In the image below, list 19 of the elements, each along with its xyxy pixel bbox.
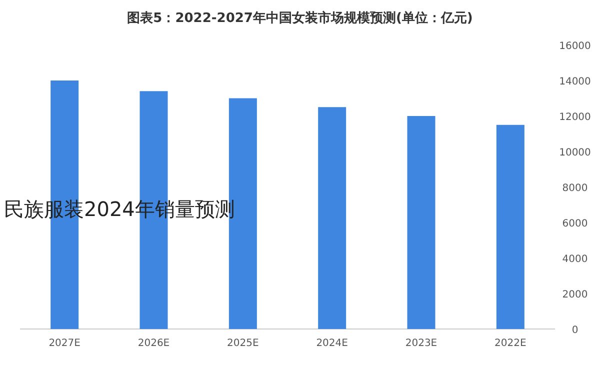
y-tick-label: 6000 [562, 218, 588, 230]
y-tick-label: 2000 [562, 290, 588, 300]
bar [318, 107, 346, 329]
bar [496, 124, 524, 329]
x-tick-label: 2023E [405, 338, 438, 349]
x-tick-label: 2026E [138, 338, 170, 349]
y-tick-label: 16000 [559, 41, 591, 52]
x-tick-label: 2025E [227, 338, 259, 349]
y-tick-label: 14000 [559, 76, 591, 88]
y-tick-label: 12000 [559, 112, 591, 123]
x-tick-label: 2024E [316, 338, 348, 349]
x-tick-label: 2027E [48, 338, 80, 349]
y-tick-label: 8000 [562, 183, 588, 194]
chart-title: 图表5：2022-2027年中国女装市场规模预测(单位：亿元) [127, 10, 473, 26]
bar [407, 116, 436, 329]
y-tick-label: 0 [572, 325, 578, 336]
x-tick-label: 2022E [494, 338, 526, 349]
y-tick-label: 4000 [562, 254, 588, 265]
y-tick-label: 10000 [559, 148, 591, 158]
